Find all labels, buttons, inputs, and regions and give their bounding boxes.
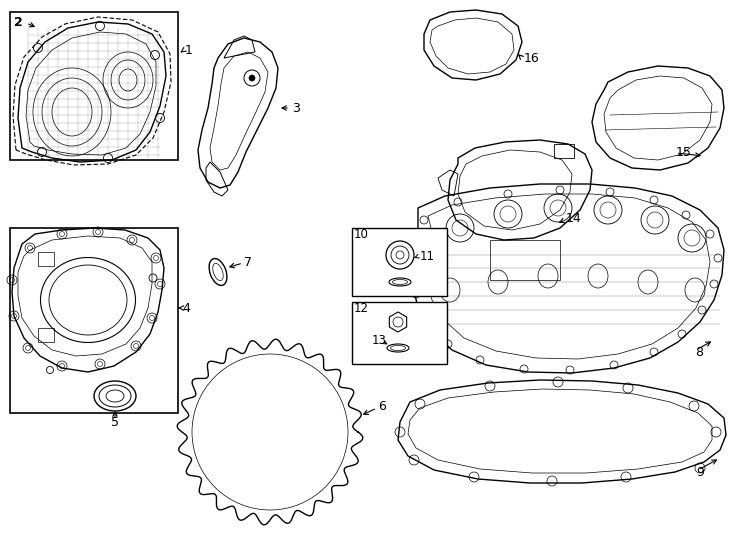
Bar — [352, 302, 447, 364]
Text: 8: 8 — [695, 346, 703, 359]
Text: 12: 12 — [354, 301, 369, 314]
Text: 9: 9 — [696, 465, 704, 478]
Text: 16: 16 — [524, 51, 539, 64]
Text: 14: 14 — [566, 212, 582, 225]
Bar — [10, 228, 178, 413]
Bar — [554, 144, 574, 158]
Text: 13: 13 — [372, 334, 387, 347]
Text: 7: 7 — [244, 255, 252, 268]
Text: 3: 3 — [292, 102, 300, 114]
Text: 15: 15 — [676, 145, 692, 159]
Bar — [10, 12, 178, 160]
Text: 10: 10 — [354, 227, 369, 240]
Bar — [490, 240, 560, 280]
Text: 11: 11 — [420, 249, 435, 262]
Bar — [38, 328, 54, 342]
Text: 4: 4 — [182, 301, 190, 314]
Text: 6: 6 — [378, 401, 386, 414]
Text: 2: 2 — [14, 17, 23, 30]
Circle shape — [249, 75, 255, 81]
Text: 1: 1 — [185, 44, 193, 57]
Bar — [352, 228, 447, 296]
Text: 5: 5 — [111, 415, 119, 429]
Bar — [38, 252, 54, 266]
